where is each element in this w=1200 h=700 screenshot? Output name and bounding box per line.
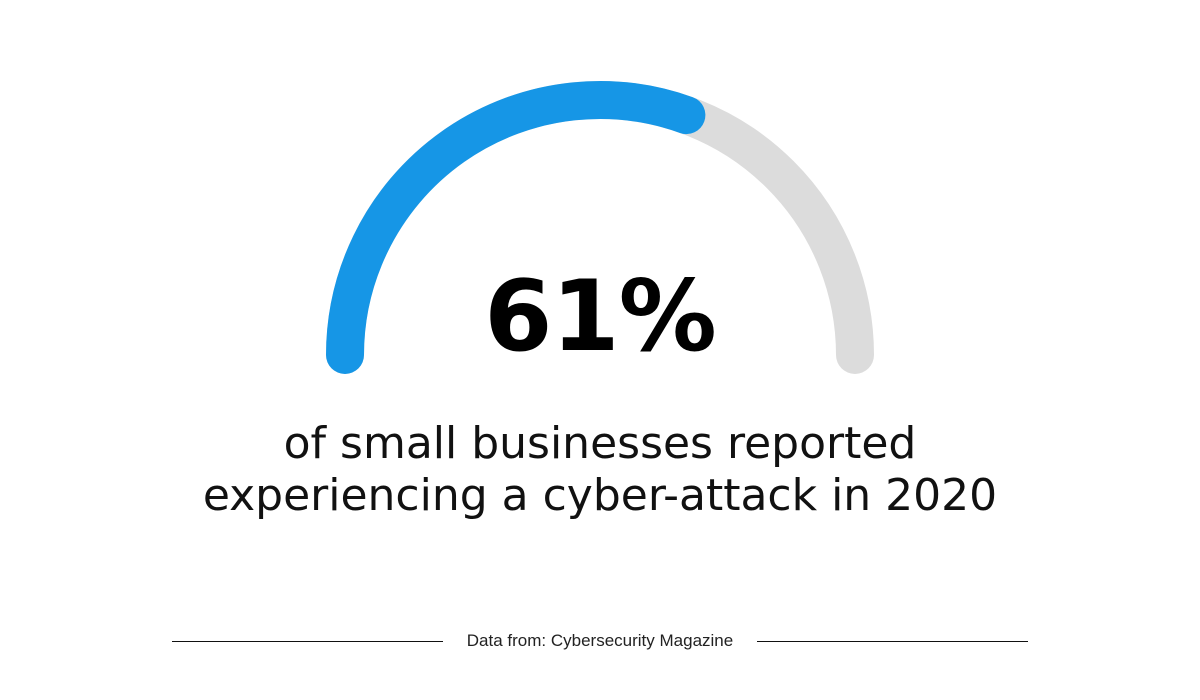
source-text: Data from: Cybersecurity Magazine (466, 631, 734, 650)
caption-line-1: of small businesses reported (283, 418, 917, 469)
gauge-svg (326, 81, 874, 374)
gauge-chart (326, 81, 874, 374)
caption-line-2: experiencing a cyber-attack in 2020 (202, 470, 998, 521)
gauge-value-label: 61% (484, 260, 717, 374)
footer-rule-right (757, 640, 1028, 642)
source-footer: Data from: Cybersecurity Magazine (172, 626, 1028, 656)
gauge-fill-arc (326, 81, 706, 374)
footer-rule-left (172, 640, 443, 642)
caption: of small businesses reported experiencin… (0, 418, 1200, 522)
